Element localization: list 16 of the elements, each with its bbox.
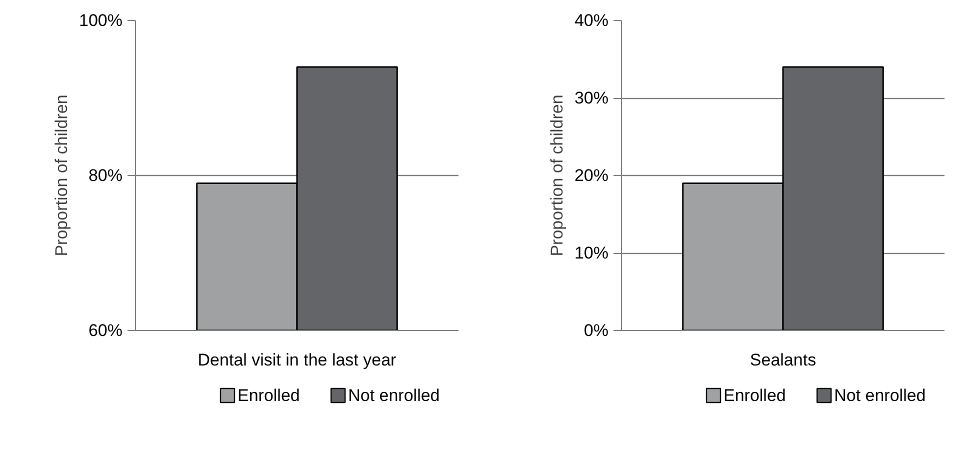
y-tick-label: 0% [584, 321, 609, 340]
y-tick-label: 100% [79, 11, 123, 30]
y-tick-label: 40% [574, 11, 609, 30]
y-tick-label: 10% [574, 244, 609, 262]
y-axis-title: Proportion of children [547, 94, 566, 256]
y-axis-title: Proportion of children [52, 94, 72, 256]
x-tick-label: Dental visit in the last year [198, 350, 397, 370]
y-tick-label: 30% [574, 88, 609, 108]
y-tick-label: 20% [574, 166, 609, 185]
y-tick-label: 60% [88, 321, 123, 340]
x-tick-label: Sealants [750, 350, 816, 370]
legend-label: Enrolled [238, 386, 300, 405]
legend-label: Not enrolled [348, 386, 440, 405]
y-tick-label: 80% [88, 166, 123, 185]
legend-label: Not enrolled [834, 386, 926, 405]
legend-label: Enrolled [724, 386, 786, 405]
